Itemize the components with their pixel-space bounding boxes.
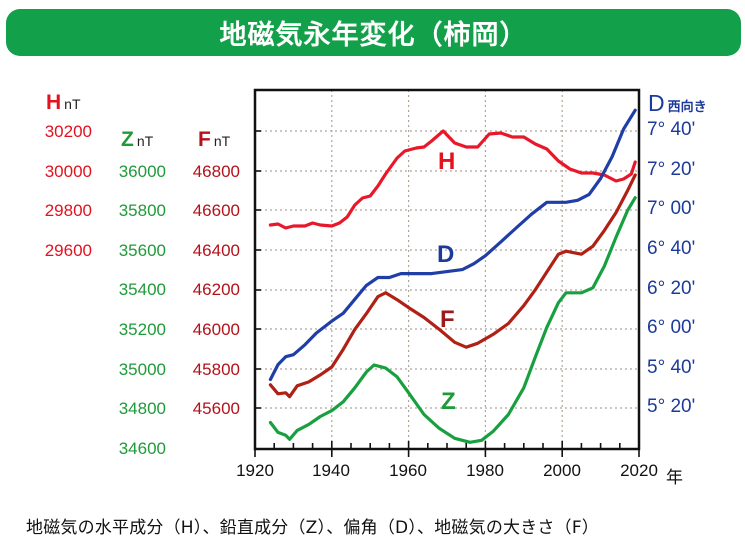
f-tick-label: 46600 [192, 201, 240, 220]
h-axis-name: H [46, 91, 62, 114]
f-tick-label: 46800 [192, 162, 240, 181]
f-axis-name: F [198, 128, 211, 151]
x-tick-label: 2020 [620, 461, 658, 480]
d-tick-label: 7° 20' [647, 159, 696, 180]
x-tick-label: 2000 [543, 461, 581, 480]
f-tick-label: 45600 [192, 399, 240, 418]
d-tick-label: 6° 40' [647, 238, 696, 259]
z-tick-label: 35000 [118, 360, 166, 379]
series-label-h: H [438, 148, 455, 175]
series-line-d [268, 108, 637, 382]
d-axis-header: D 西向き [648, 90, 707, 117]
f-tick-label: 46400 [192, 241, 240, 260]
f-axis-unit: nT [213, 133, 231, 149]
chart-title-banner: 地磁気永年変化（柿岡） [6, 9, 741, 56]
h-axis-unit: nT [64, 96, 81, 112]
x-tick-label: 1940 [312, 461, 350, 480]
d-tick-label: 6° 00' [647, 317, 696, 338]
series-line-f [268, 173, 637, 399]
z-tick-label: 34800 [118, 399, 166, 418]
figure-caption: 地磁気の水平成分（H）、鉛直成分（Z）、偏角（D）、地磁気の大きさ（F） [26, 518, 599, 538]
d-tick-label: 7° 00' [647, 198, 696, 219]
h-tick-label: 30000 [44, 162, 92, 181]
series-line-h [268, 129, 637, 230]
series-label-z: Z [441, 388, 456, 415]
series-line-z [268, 196, 637, 444]
h-tick-label: 29800 [44, 201, 92, 220]
z-tick-label: 35600 [118, 241, 166, 260]
z-tick-label: 36000 [118, 162, 166, 181]
axis-ticks [254, 130, 640, 457]
f-tick-label: 45800 [192, 360, 240, 379]
z-axis-name: Z [121, 128, 134, 151]
h-tick-label: 29600 [44, 241, 92, 260]
d-axis-name: D [648, 90, 665, 116]
series-lines [268, 108, 637, 444]
z-tick-label: 35200 [118, 320, 166, 339]
z-axis-unit: nT [136, 133, 154, 149]
d-tick-label: 5° 20' [647, 396, 696, 417]
f-tick-label: 46200 [192, 280, 240, 299]
z-tick-label: 35800 [118, 201, 166, 220]
d-tick-label: 6° 20' [647, 278, 696, 299]
x-axis-unit: 年 [666, 468, 683, 488]
x-tick-label: 1980 [466, 461, 504, 480]
x-tick-label: 1920 [236, 461, 274, 480]
h-tick-label: 30200 [44, 122, 92, 141]
series-label-f: F [440, 306, 455, 333]
series-label-d: D [437, 241, 454, 268]
f-tick-label: 46000 [192, 320, 240, 339]
d-tick-label: 7° 40' [647, 119, 696, 140]
d-axis-unit: 西向き [667, 100, 707, 115]
d-tick-label: 5° 40' [647, 357, 696, 378]
chart-title: 地磁気永年変化（柿岡） [219, 20, 528, 51]
z-tick-label: 35400 [118, 280, 166, 299]
z-tick-label: 34600 [118, 439, 166, 458]
x-tick-label: 1960 [389, 461, 427, 480]
